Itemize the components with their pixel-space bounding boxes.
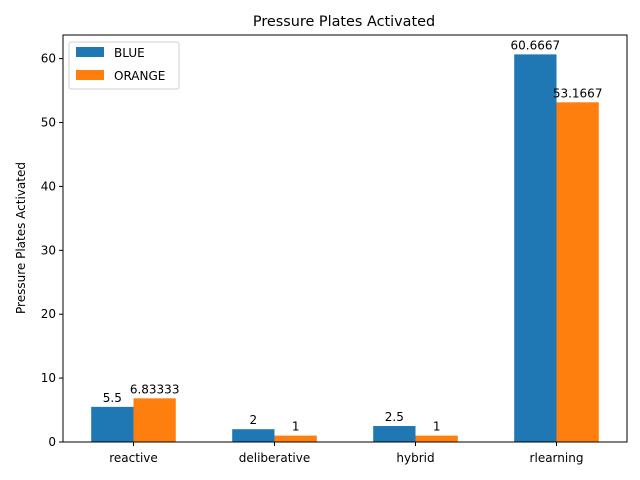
data-label-orange-reactive: 6.83333 [130, 382, 180, 396]
bars-layer [91, 54, 599, 443]
axes-layer: 0 10 20 30 40 50 60 reactive deliberative hybrid r… [41, 34, 628, 465]
bar-orange-reactive [133, 398, 176, 442]
bar-orange-rlearning [556, 102, 599, 443]
legend-label-orange: ORANGE [114, 69, 165, 83]
x-tick-label-deliberative: deliberative [239, 451, 310, 465]
y-tick-label: 60 [41, 52, 56, 66]
y-tick-label: 10 [41, 371, 56, 385]
x-tick-label-hybrid: hybrid [396, 451, 434, 465]
data-label-blue-deliberative: 2 [250, 413, 258, 427]
bar-blue-reactive [91, 406, 134, 442]
y-tick-label: 30 [41, 243, 56, 257]
y-tick-label: 40 [41, 179, 56, 193]
bar-blue-deliberative [232, 429, 275, 442]
data-label-blue-reactive: 5.5 [103, 391, 122, 405]
data-label-orange-hybrid: 1 [433, 420, 441, 434]
bar-orange-deliberative [274, 435, 317, 442]
x-tick-label-reactive: reactive [109, 451, 158, 465]
y-tick-label: 0 [48, 435, 56, 449]
plot-frame [62, 34, 628, 443]
y-tick-label: 20 [41, 307, 56, 321]
data-label-blue-rlearning: 60.6667 [511, 38, 561, 52]
chart-title: Pressure Plates Activated [253, 14, 435, 30]
data-labels-layer: 5.5 2 2.5 60.6667 6.83333 1 1 53.1667 [103, 38, 603, 433]
legend: BLUE ORANGE [68, 41, 180, 90]
x-tick-label-rlearning: rlearning [530, 451, 584, 465]
bar-blue-rlearning [514, 54, 557, 443]
legend-swatch-orange [76, 70, 104, 80]
data-label-orange-deliberative: 1 [292, 420, 300, 434]
data-label-blue-hybrid: 2.5 [385, 410, 404, 424]
bar-blue-hybrid [373, 426, 416, 442]
bar-orange-hybrid [415, 435, 458, 442]
legend-swatch-blue [76, 47, 104, 57]
y-tick-label: 50 [41, 116, 56, 130]
data-label-orange-rlearning: 53.1667 [553, 86, 603, 100]
y-axis-label: Pressure Plates Activated [14, 162, 28, 314]
legend-label-blue: BLUE [114, 46, 145, 60]
